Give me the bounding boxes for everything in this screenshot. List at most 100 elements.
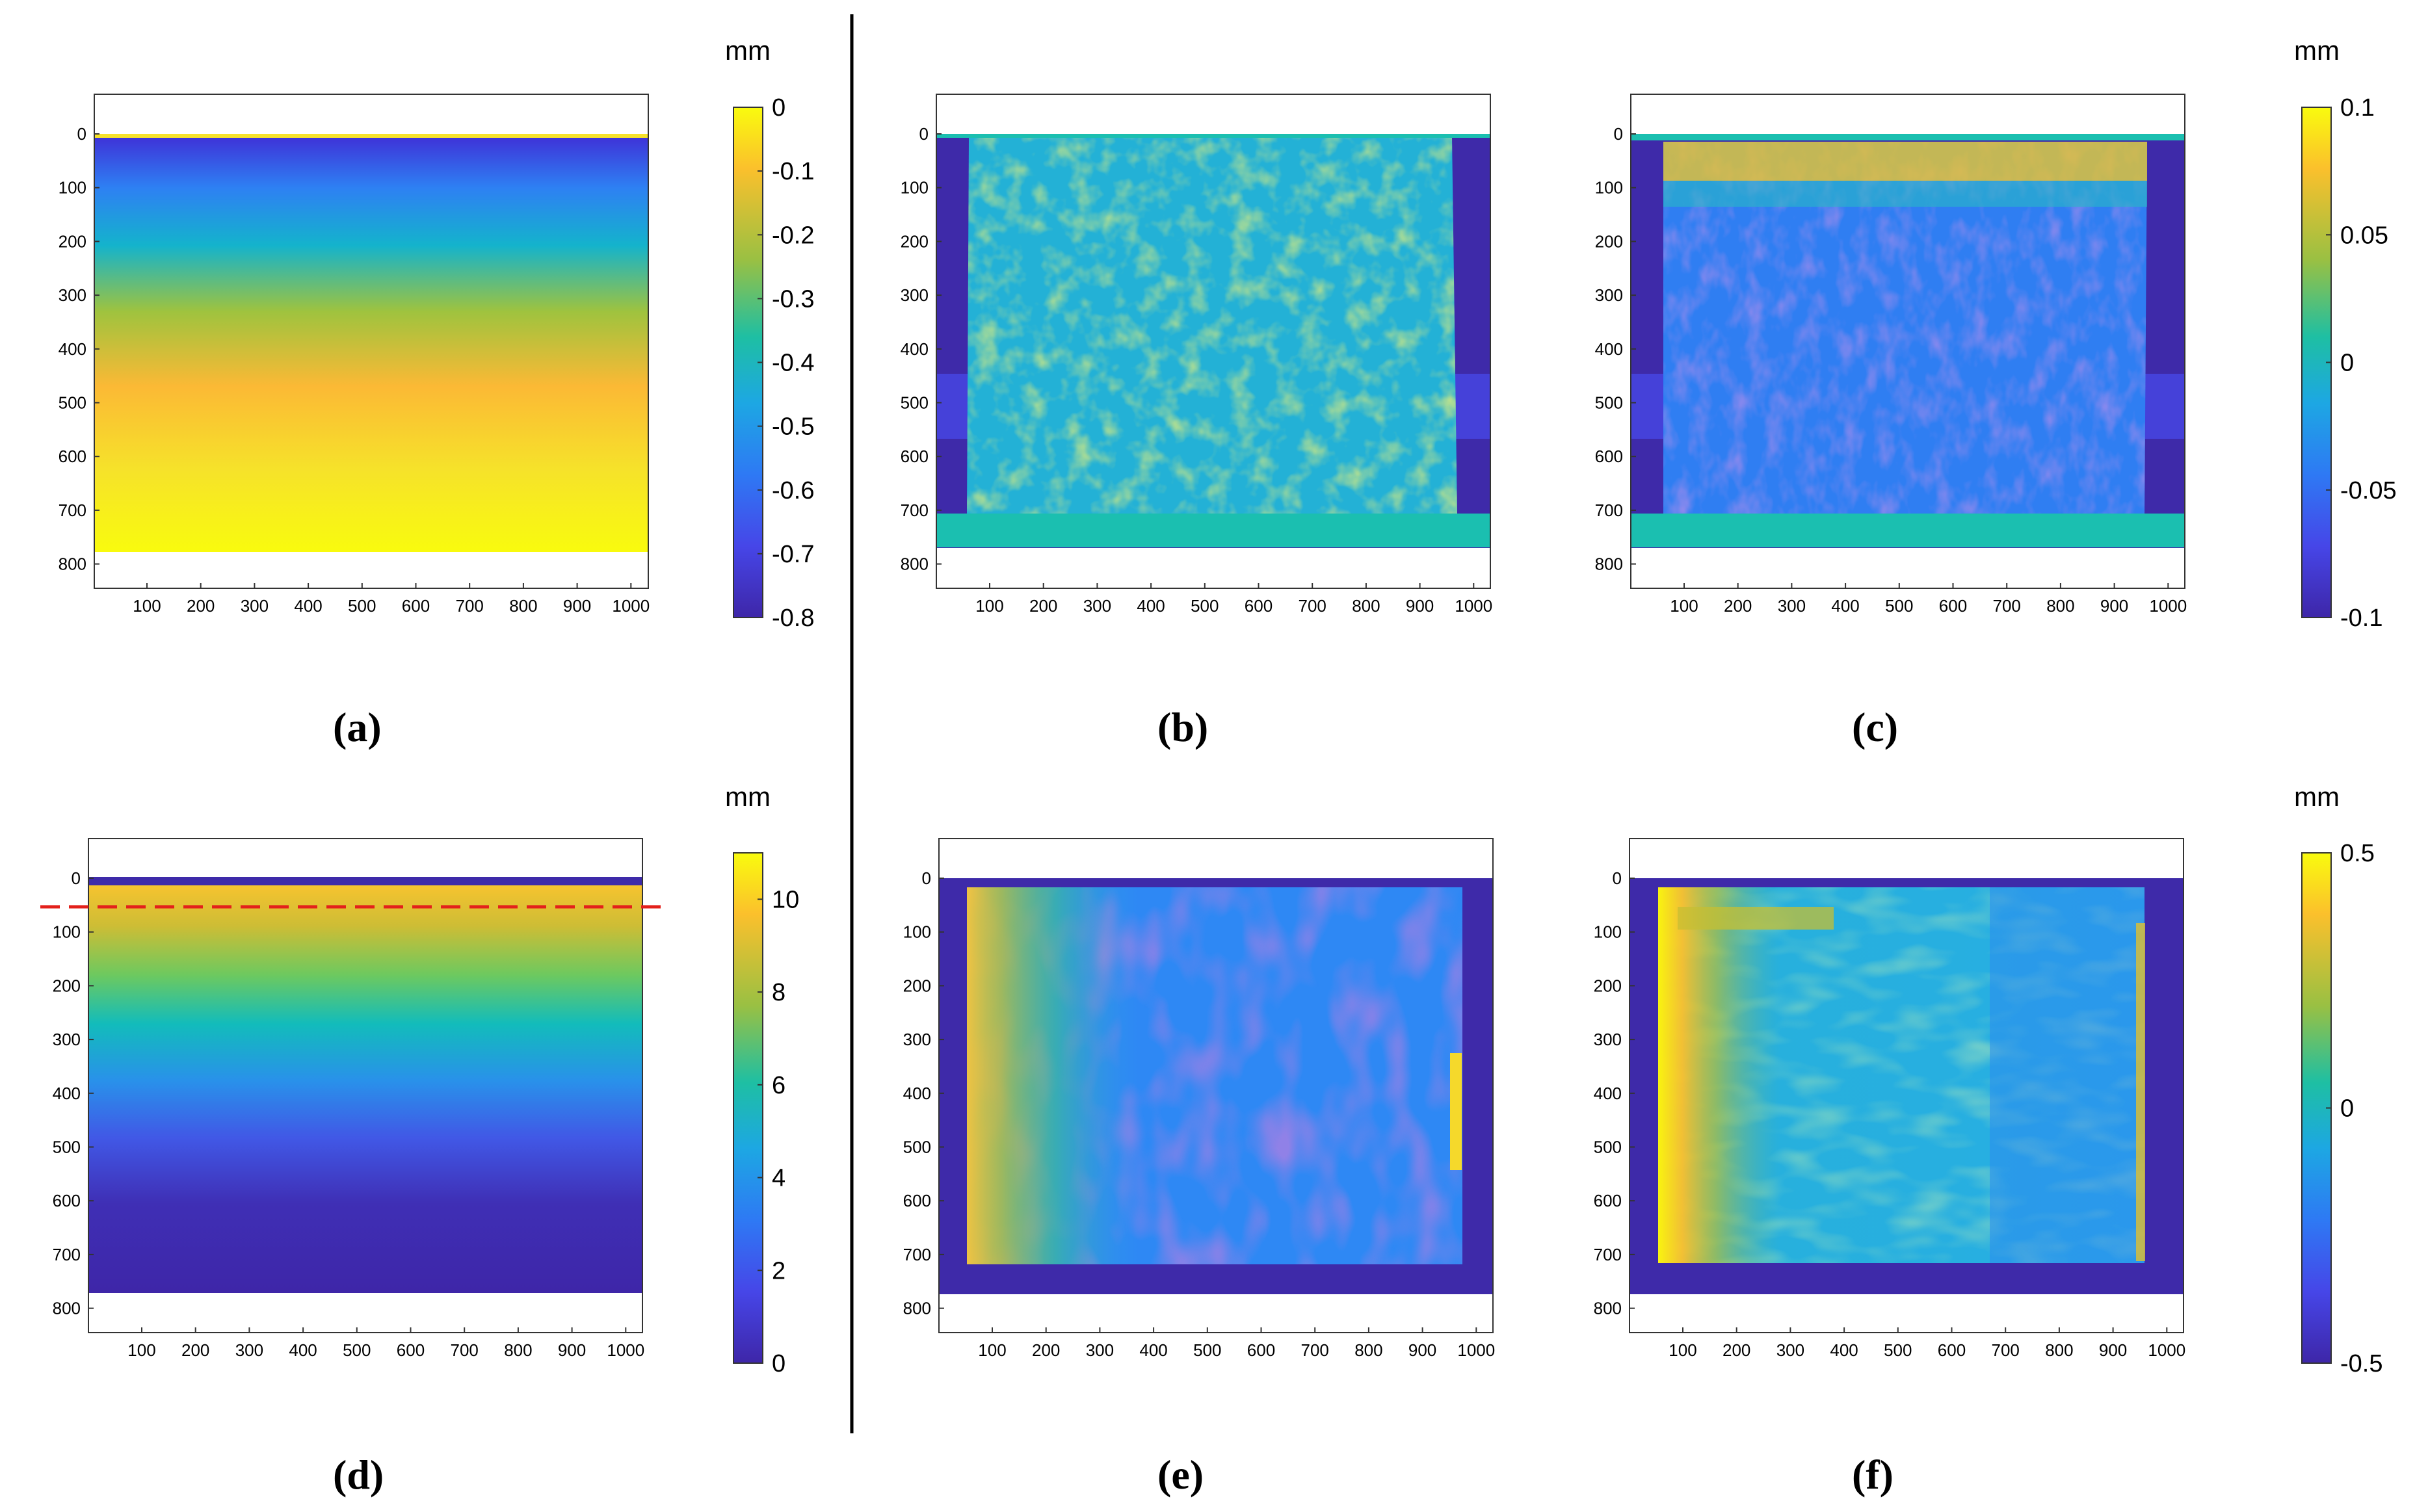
x-tick-label: 600 (1247, 1340, 1275, 1360)
x-tick-label: 800 (1354, 1340, 1382, 1360)
y-tick-label: 200 (53, 976, 81, 995)
x-tick-label: 400 (1137, 596, 1165, 616)
panel-c-bottom-band (1631, 514, 2185, 547)
x-tick-label: 1000 (1455, 596, 1492, 616)
y-tick-label: 700 (901, 501, 929, 520)
panel-e-x-ticks: 100 200 300 400 500 600 700 800 900 1000 (978, 1327, 1495, 1360)
y-tick-label: 400 (1594, 1084, 1622, 1103)
y-tick-label: 200 (901, 231, 929, 251)
caption-a: (a) (333, 704, 382, 750)
panel-b-y-ticks: 0 100 200 300 400 500 600 700 800 (901, 124, 942, 574)
x-tick-label: 500 (1191, 596, 1219, 616)
y-tick-label: 700 (53, 1245, 81, 1264)
y-tick-label: 500 (1595, 393, 1623, 413)
colorbar-tick-label: 0.1 (2340, 94, 2375, 122)
colorbar-tick-label: -0.7 (772, 541, 814, 568)
y-tick-label: 600 (903, 1191, 931, 1210)
colorbar-tick-label: 2 (772, 1257, 785, 1284)
x-tick-label: 700 (1993, 596, 2021, 616)
colorbar-tick-label: -0.1 (772, 158, 814, 185)
colorbar-a-unit: mm (725, 35, 771, 66)
x-tick-label: 100 (978, 1340, 1006, 1360)
colorbar-tick-label: -0.6 (772, 477, 814, 504)
panel-d-field (88, 885, 642, 1293)
y-tick-label: 700 (1594, 1245, 1622, 1264)
caption-e: (e) (1157, 1452, 1204, 1498)
y-tick-label: 200 (1595, 231, 1623, 251)
x-tick-label: 300 (1083, 596, 1111, 616)
y-tick-label: 300 (53, 1030, 81, 1049)
y-tick-label: 500 (901, 393, 929, 413)
panel-a-x-ticks: 100 200 300 400 500 600 700 800 900 1000 (133, 583, 650, 616)
panel-f-left-edge (1658, 887, 2144, 1263)
panel-d: 0 100 200 300 400 500 600 700 800 100 200 300 400 50… (40, 838, 663, 1498)
panel-d-x-ticks: 100 200 300 400 500 600 700 800 900 1000 (127, 1327, 644, 1360)
y-tick-label: 600 (1595, 447, 1623, 466)
x-tick-label: 100 (133, 596, 161, 616)
x-tick-label: 200 (1029, 596, 1057, 616)
colorbar-tick-label: 6 (772, 1072, 785, 1099)
y-tick-label: 0 (72, 868, 81, 888)
y-tick-label: 200 (903, 976, 931, 995)
x-tick-label: 400 (1831, 596, 1859, 616)
x-tick-label: 800 (1352, 596, 1380, 616)
caption-d: (d) (333, 1452, 384, 1498)
x-tick-label: 700 (1301, 1340, 1329, 1360)
y-tick-label: 800 (1595, 554, 1623, 574)
x-tick-label: 400 (1139, 1340, 1167, 1360)
y-tick-label: 100 (59, 178, 86, 198)
x-tick-label: 1000 (1457, 1340, 1495, 1360)
y-tick-label: 700 (59, 501, 86, 520)
y-tick-label: 500 (59, 393, 86, 413)
colorbar-tick-label: -0.2 (772, 222, 814, 249)
panel-f-y-ticks: 0 100 200 300 400 500 600 700 800 (1594, 868, 1635, 1318)
colorbar-d-ticks: 10 8 6 4 2 0 (758, 886, 799, 1377)
colorbar-tick-label: -0.3 (772, 285, 814, 313)
y-tick-label: 100 (901, 178, 929, 198)
x-tick-label: 800 (509, 596, 537, 616)
x-tick-label: 500 (1193, 1340, 1221, 1360)
x-tick-label: 300 (235, 1340, 263, 1360)
panel-a-field (94, 138, 648, 552)
y-tick-label: 0 (1614, 124, 1623, 144)
y-tick-label: 500 (903, 1138, 931, 1157)
caption-c: (c) (1852, 704, 1898, 750)
y-tick-label: 300 (903, 1030, 931, 1049)
y-tick-label: 400 (901, 339, 929, 359)
x-tick-label: 100 (1670, 596, 1698, 616)
colorbar-tick-label: 4 (772, 1165, 785, 1192)
x-tick-label: 300 (1776, 1340, 1804, 1360)
x-tick-label: 1000 (2148, 1340, 2185, 1360)
x-tick-label: 700 (1992, 1340, 2020, 1360)
panel-b-frame (936, 94, 1491, 589)
x-tick-label: 900 (1406, 596, 1434, 616)
x-tick-label: 900 (558, 1340, 586, 1360)
y-tick-label: 600 (901, 447, 929, 466)
colorbar-tick-label: 0.05 (2340, 222, 2388, 249)
y-tick-label: 400 (53, 1084, 81, 1103)
x-tick-label: 900 (1408, 1340, 1436, 1360)
y-tick-label: 600 (59, 447, 86, 466)
panel-f-top-band (1678, 907, 1834, 930)
colorbar-d-unit: mm (725, 781, 771, 812)
x-tick-label: 300 (1086, 1340, 1114, 1360)
x-tick-label: 200 (1032, 1340, 1060, 1360)
y-tick-label: 100 (903, 922, 931, 942)
colorbar-tick-label: 0 (772, 1350, 785, 1377)
x-tick-label: 900 (2100, 596, 2128, 616)
y-tick-label: 0 (77, 124, 86, 144)
x-tick-label: 200 (181, 1340, 209, 1360)
colorbar-tick-label: -0.5 (772, 413, 814, 441)
panel-c-sub-band (1663, 181, 2147, 207)
y-tick-label: 700 (1595, 501, 1623, 520)
x-tick-label: 1000 (612, 596, 650, 616)
y-tick-label: 800 (1594, 1299, 1622, 1318)
panel-a-y-ticks: 0 100 200 300 400 500 600 700 800 (59, 124, 99, 574)
colorbar-tick-label: -0.1 (2340, 605, 2382, 632)
x-tick-label: 800 (504, 1340, 532, 1360)
colorbar-tick-label: 0.5 (2340, 840, 2375, 867)
panel-e: 0 100 200 300 400 500 600 700 800 100 200 300 400 50… (903, 838, 1495, 1498)
colorbar-a-ticks: 0 -0.1 -0.2 -0.3 -0.4 -0.5 -0.6 -0.7 -0.8 (758, 94, 814, 632)
x-tick-label: 400 (294, 596, 322, 616)
